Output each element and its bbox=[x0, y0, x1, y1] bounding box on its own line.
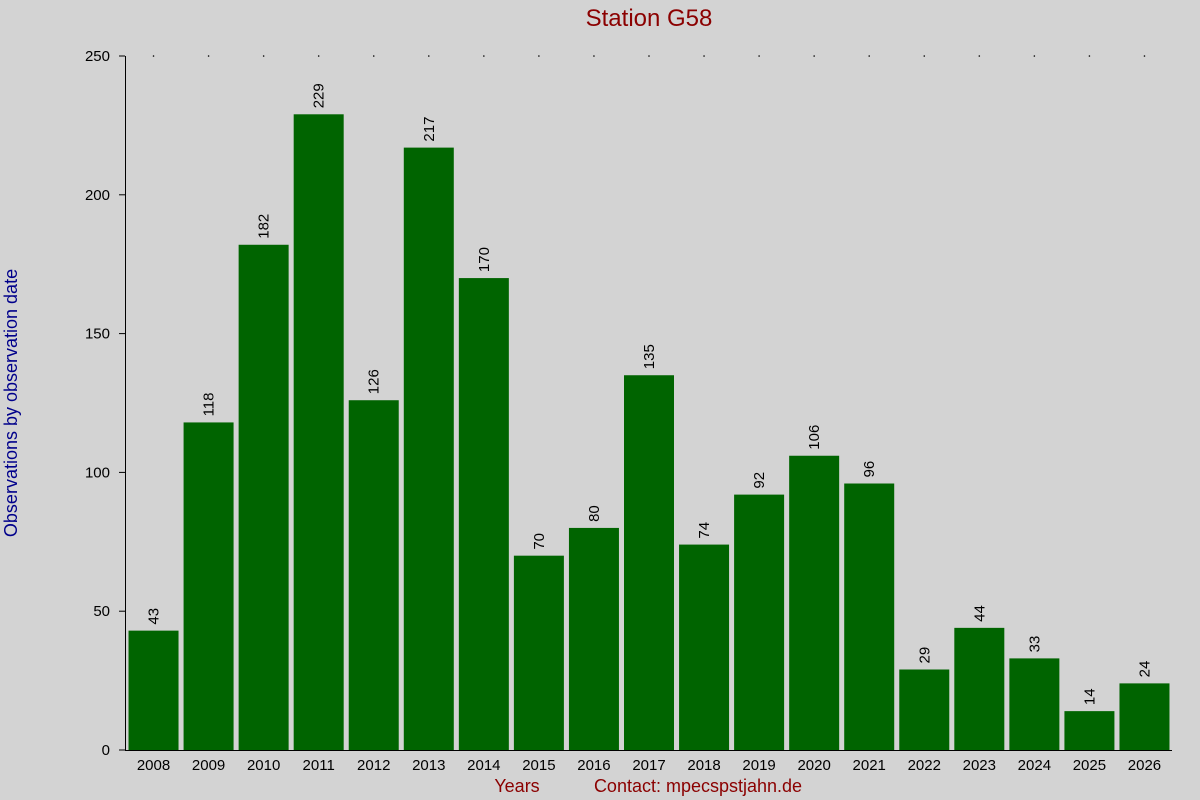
bar bbox=[568, 527, 619, 750]
bar bbox=[293, 114, 344, 750]
top-dot bbox=[978, 55, 981, 57]
x-tick-label: 2010 bbox=[247, 757, 280, 774]
y-tick-label: 250 bbox=[85, 48, 110, 65]
x-tick-label: 2015 bbox=[522, 757, 555, 774]
x-tick-label: 2024 bbox=[1018, 757, 1051, 774]
top-dot bbox=[262, 55, 265, 57]
value-label: 170 bbox=[476, 247, 493, 272]
x-tick-label: 2020 bbox=[797, 757, 830, 774]
value-label: 44 bbox=[971, 605, 988, 622]
top-dot bbox=[923, 55, 926, 57]
chart-title: Station G58 bbox=[586, 5, 713, 32]
bar bbox=[899, 669, 950, 750]
value-label: 74 bbox=[696, 522, 713, 539]
top-dot bbox=[1088, 55, 1091, 57]
top-dot bbox=[813, 55, 815, 57]
bar bbox=[1009, 658, 1060, 750]
top-dot bbox=[1143, 55, 1146, 57]
bar bbox=[1119, 683, 1170, 750]
y-tick-label: 0 bbox=[102, 742, 110, 759]
bar bbox=[734, 494, 785, 750]
top-dot bbox=[1033, 55, 1036, 57]
value-label: 135 bbox=[641, 344, 658, 369]
value-label: 80 bbox=[586, 505, 603, 522]
x-tick-label: 2023 bbox=[963, 757, 996, 774]
x-tick-label: 2012 bbox=[357, 757, 390, 774]
value-label: 96 bbox=[861, 461, 878, 478]
bar bbox=[403, 147, 454, 750]
y-tick-label: 200 bbox=[85, 187, 110, 204]
y-axis-label: Observations by observation date bbox=[1, 269, 21, 537]
x-tick-label: 2022 bbox=[908, 757, 941, 774]
bar bbox=[238, 244, 289, 750]
x-axis-label: Years bbox=[494, 776, 539, 796]
bar bbox=[789, 455, 840, 750]
x-tick-label: 2009 bbox=[192, 757, 225, 774]
top-dot bbox=[427, 55, 430, 57]
top-dot bbox=[317, 55, 320, 57]
value-label: 118 bbox=[201, 393, 218, 417]
bar bbox=[128, 630, 179, 750]
bar bbox=[679, 544, 730, 750]
x-tick-label: 2008 bbox=[137, 757, 170, 774]
value-label: 70 bbox=[531, 533, 548, 550]
x-tick-label: 2013 bbox=[412, 757, 445, 774]
top-dot bbox=[758, 55, 760, 57]
value-label: 43 bbox=[146, 608, 163, 625]
value-label: 24 bbox=[1136, 661, 1153, 678]
bar bbox=[348, 400, 399, 750]
top-dot bbox=[152, 55, 155, 57]
top-dot bbox=[207, 55, 210, 57]
top-dot bbox=[483, 55, 485, 57]
value-label: 229 bbox=[311, 83, 328, 108]
top-dot bbox=[868, 55, 871, 57]
value-label: 217 bbox=[421, 117, 438, 142]
value-label: 14 bbox=[1081, 688, 1098, 705]
x-tick-label: 2017 bbox=[632, 757, 665, 774]
x-tick-label: 2018 bbox=[687, 757, 720, 774]
value-label: 126 bbox=[366, 369, 383, 394]
x-tick-label: 2021 bbox=[853, 757, 886, 774]
y-tick-label: 50 bbox=[93, 603, 110, 620]
x-tick-label: 2019 bbox=[742, 757, 775, 774]
top-dot bbox=[648, 55, 650, 57]
value-label: 106 bbox=[806, 425, 823, 450]
bar bbox=[954, 627, 1005, 750]
bar bbox=[513, 555, 564, 750]
contact-note: Contact: mpecspstjahn.de bbox=[594, 776, 802, 796]
bar bbox=[844, 483, 895, 750]
bar bbox=[1064, 711, 1115, 750]
top-dot bbox=[703, 55, 705, 57]
value-label: 29 bbox=[916, 647, 933, 664]
x-tick-label: 2025 bbox=[1073, 757, 1106, 774]
y-tick-label: 100 bbox=[85, 464, 110, 481]
x-tick-label: 2016 bbox=[577, 757, 610, 774]
bar bbox=[183, 422, 234, 750]
x-tick-label: 2014 bbox=[467, 757, 500, 774]
top-dot bbox=[372, 55, 375, 57]
y-tick-label: 150 bbox=[85, 326, 110, 343]
value-label: 33 bbox=[1026, 636, 1043, 653]
bar bbox=[458, 278, 509, 750]
top-dot bbox=[538, 55, 540, 57]
x-tick-label: 2026 bbox=[1128, 757, 1161, 774]
x-tick-label: 2011 bbox=[303, 757, 335, 774]
value-label: 182 bbox=[256, 214, 273, 239]
top-dot bbox=[593, 55, 595, 57]
value-label: 92 bbox=[751, 472, 768, 489]
bar bbox=[624, 375, 674, 750]
